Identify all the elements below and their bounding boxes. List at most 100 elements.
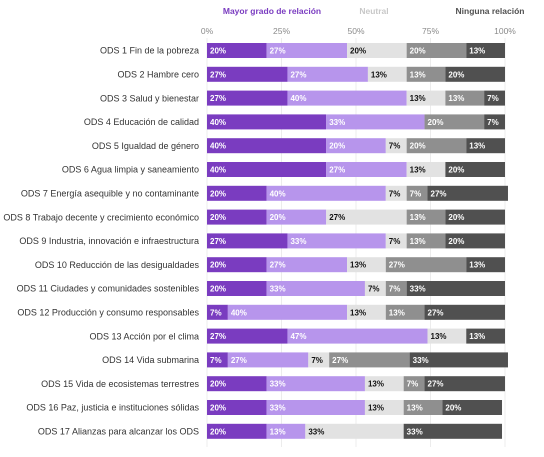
value-label-3-1: 33% [329,118,345,127]
bar-segment-7-1 [266,209,327,225]
value-label-2-1: 40% [290,94,306,103]
value-label-14-2: 13% [368,380,384,389]
value-label-14-0: 20% [210,380,226,389]
category-label-16: ODS 17 Alianzas para alcanzar los ODS [38,427,199,437]
value-label-11-2: 13% [350,308,366,317]
bar-segment-4-3 [406,138,467,154]
value-label-14-3: 7% [407,380,419,389]
category-label-3: ODS 4 Educación de calidad [84,117,199,127]
value-label-10-0: 20% [210,285,226,294]
value-label-4-0: 40% [210,142,226,151]
x-tick-label-4: 100% [494,26,516,36]
category-label-4: ODS 5 Igualdad de género [92,141,199,151]
value-label-4-2: 7% [389,142,401,151]
value-label-1-4: 20% [448,70,464,79]
bar-segment-14-1 [266,376,365,392]
value-label-13-1: 27% [231,356,247,365]
legend-label-2: Ninguna relación [456,6,525,16]
value-label-5-4: 20% [448,166,464,175]
legend-label-1: Neutral [359,6,388,16]
bar-segment-16-4 [403,423,503,439]
bar-segment-6-4 [427,185,508,201]
bar-segment-11-0 [207,304,228,320]
bar-segment-12-1 [287,328,428,344]
bar-segment-10-0 [207,281,267,296]
category-label-9: ODS 10 Reducción de las desigualdades [35,260,200,270]
bar-segment-4-2 [385,138,407,154]
value-label-9-3: 27% [389,261,405,270]
bar-segment-3-3 [424,114,485,130]
bars: 20% 27% 20% 20% 13% 27% 27% 13% 13% 20% 27% 40% 13% 1… [207,43,508,439]
bar-segment-2-1 [287,90,407,106]
x-tick-label-1: 25% [273,26,290,36]
bar-segment-2-4 [484,90,505,106]
bar-segment-14-4 [424,376,505,392]
value-label-14-4: 27% [428,380,444,389]
category-label-15: ODS 16 Paz, justicia e instituciones sól… [26,403,199,413]
category-label-13: ODS 14 Vida submarina [102,355,199,365]
value-label-6-0: 20% [210,189,226,198]
bar-segment-6-0 [207,185,267,201]
bar-segment-3-4 [484,114,505,130]
bar-segment-1-0 [207,66,288,82]
value-label-12-1: 47% [290,332,306,341]
value-label-16-0: 20% [210,427,226,436]
bar-segment-15-3 [403,400,443,415]
bar-segment-10-1 [266,281,365,296]
value-label-5-1: 27% [329,166,345,175]
value-label-2-2: 13% [410,94,426,103]
bar-segment-1-1 [287,66,368,82]
bar-segment-2-0 [207,90,288,106]
value-label-8-1: 33% [290,237,306,246]
bar-segment-15-4 [442,400,503,415]
value-label-15-1: 33% [270,404,286,413]
bar-segment-14-3 [403,376,425,392]
legend: Mayor grado de relación Neutral Ninguna re… [223,6,525,16]
value-label-2-0: 27% [210,94,226,103]
value-label-8-0: 27% [210,237,226,246]
x-axis-ticks: 0% 25% 50% 75% 100% [201,26,516,36]
bar-segment-10-2 [364,281,386,296]
bar-segment-1-2 [367,66,407,82]
value-label-6-4: 27% [431,189,447,198]
value-label-0-2: 20% [350,47,366,56]
bar-segment-0-3 [406,43,467,58]
category-label-7: ODS 8 Trabajo decente y crecimiento econ… [3,212,199,222]
value-label-13-0: 7% [210,356,222,365]
value-label-14-1: 33% [270,380,286,389]
value-label-15-3: 13% [407,404,423,413]
bar-segment-16-1 [266,423,306,439]
value-label-9-4: 13% [469,261,485,270]
value-label-7-4: 20% [448,213,464,222]
category-label-14: ODS 15 Vida de ecosistemas terrestres [41,379,199,389]
value-label-8-4: 20% [448,237,464,246]
value-label-1-0: 27% [210,70,226,79]
bar-segment-6-3 [406,185,428,201]
value-label-11-4: 27% [428,308,444,317]
category-labels: ODS 1 Fin de la pobreza ODS 2 Hambre cero… [3,46,199,437]
bar-segment-12-2 [427,328,467,344]
category-label-0: ODS 1 Fin de la pobreza [100,46,199,56]
bar-segment-7-2 [326,209,407,225]
bar-segment-13-3 [329,352,410,368]
value-label-11-0: 7% [210,308,222,317]
value-label-11-1: 40% [231,308,247,317]
bar-segment-8-3 [406,233,446,249]
value-label-5-0: 40% [210,166,226,175]
bar-segment-3-1 [326,114,425,130]
value-label-12-0: 27% [210,332,226,341]
bar-segment-7-0 [207,209,267,225]
value-label-9-2: 13% [350,261,366,270]
x-tick-label-3: 75% [422,26,439,36]
value-label-0-4: 13% [469,47,485,56]
value-label-6-2: 7% [389,189,401,198]
bar-segment-13-1 [227,352,309,368]
value-label-0-3: 20% [410,47,426,56]
value-label-16-1: 13% [270,427,286,436]
value-label-1-3: 13% [410,70,426,79]
bar-segment-5-4 [445,162,505,177]
x-tick-label-2: 50% [347,26,364,36]
value-label-0-0: 20% [210,47,226,56]
value-label-5-2: 13% [410,166,426,175]
bar-segment-11-4 [424,304,505,320]
